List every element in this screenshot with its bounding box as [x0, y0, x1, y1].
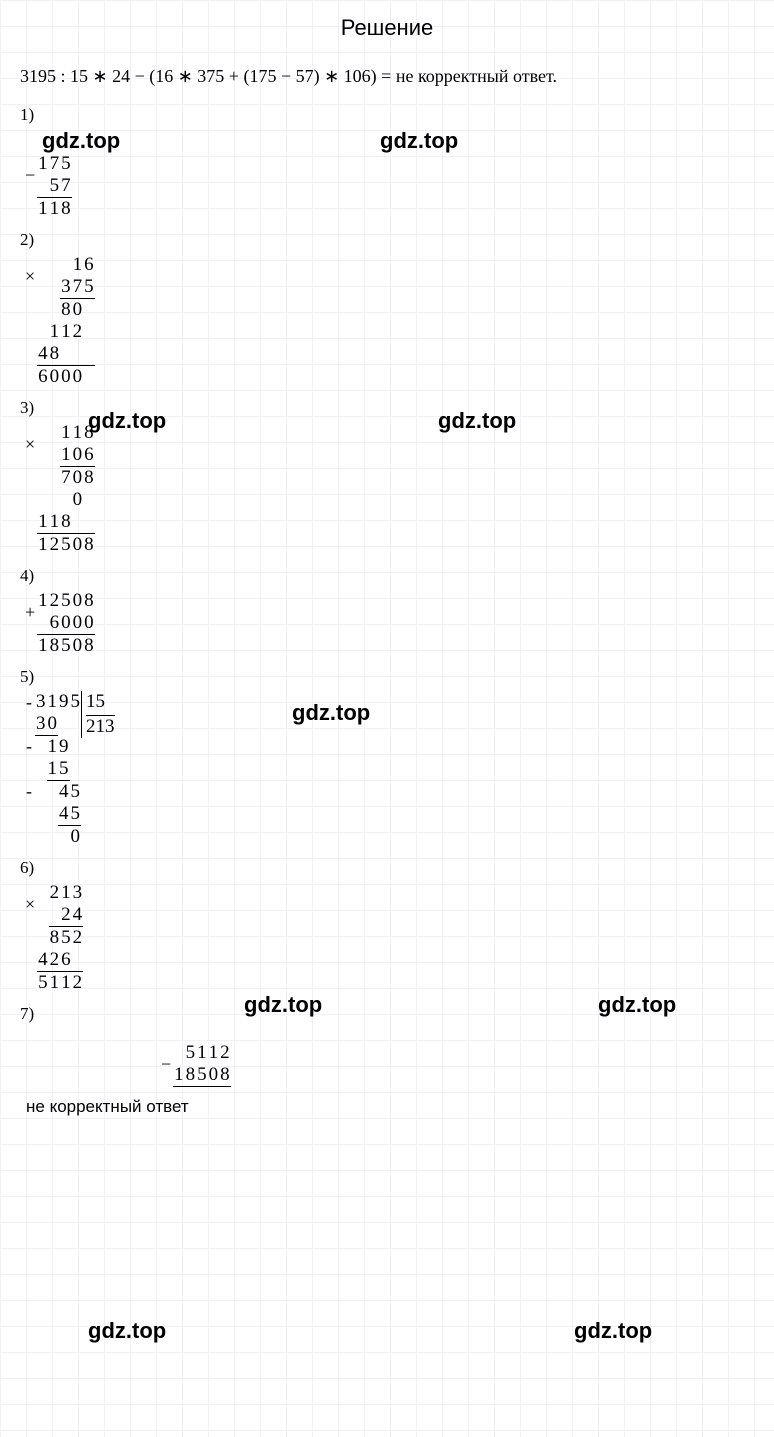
times-sign: ×	[24, 254, 37, 299]
quotient: 213	[86, 716, 115, 738]
main-equation: 3195 : 15 ∗ 24 − (16 ∗ 375 + (175 − 57) …	[20, 66, 754, 87]
times-sign: ×	[24, 882, 37, 927]
minus-sign: −	[24, 153, 37, 198]
watermark: gdz.top	[380, 128, 458, 154]
divisor: 15	[86, 691, 115, 716]
step-1-calc: − 1 7 5 5 7 1 1 8	[24, 153, 754, 220]
watermark: gdz.top	[574, 1318, 652, 1344]
step-6-calc: × 2 1 3 2 4 8 5 2 4 2 6 5	[24, 882, 754, 994]
step-6-label: 6)	[20, 858, 754, 878]
times-sign: ×	[24, 422, 37, 467]
watermark: gdz.top	[88, 1318, 166, 1344]
page-title: Решение	[20, 15, 754, 41]
result-text: не корректный ответ	[26, 1097, 754, 1117]
step-1-label: 1)	[20, 105, 754, 125]
plus-sign: +	[24, 590, 37, 635]
minus-sign: −	[160, 1042, 173, 1087]
step-4-calc: + 1 2 5 0 8 6 0 0 0 1 8 5 0 8	[24, 590, 754, 657]
step-7-calc: − 5 1 1 2 1 8 5 0 8	[160, 1042, 754, 1087]
step-2-calc: × 1 6 3 7 5 8 0 1 1 2	[24, 254, 754, 388]
step-5-label: 5)	[20, 667, 754, 687]
step-7-label: 7)	[20, 1004, 754, 1024]
step-5-calc: -319530-1915-45450 15 213	[24, 691, 754, 848]
watermark: gdz.top	[42, 128, 120, 154]
step-3-label: 3)	[20, 398, 754, 418]
step-2-label: 2)	[20, 230, 754, 250]
step-3-calc: × 1 1 8 1 0 6 7 0 8 0	[24, 422, 754, 556]
step-4-label: 4)	[20, 566, 754, 586]
